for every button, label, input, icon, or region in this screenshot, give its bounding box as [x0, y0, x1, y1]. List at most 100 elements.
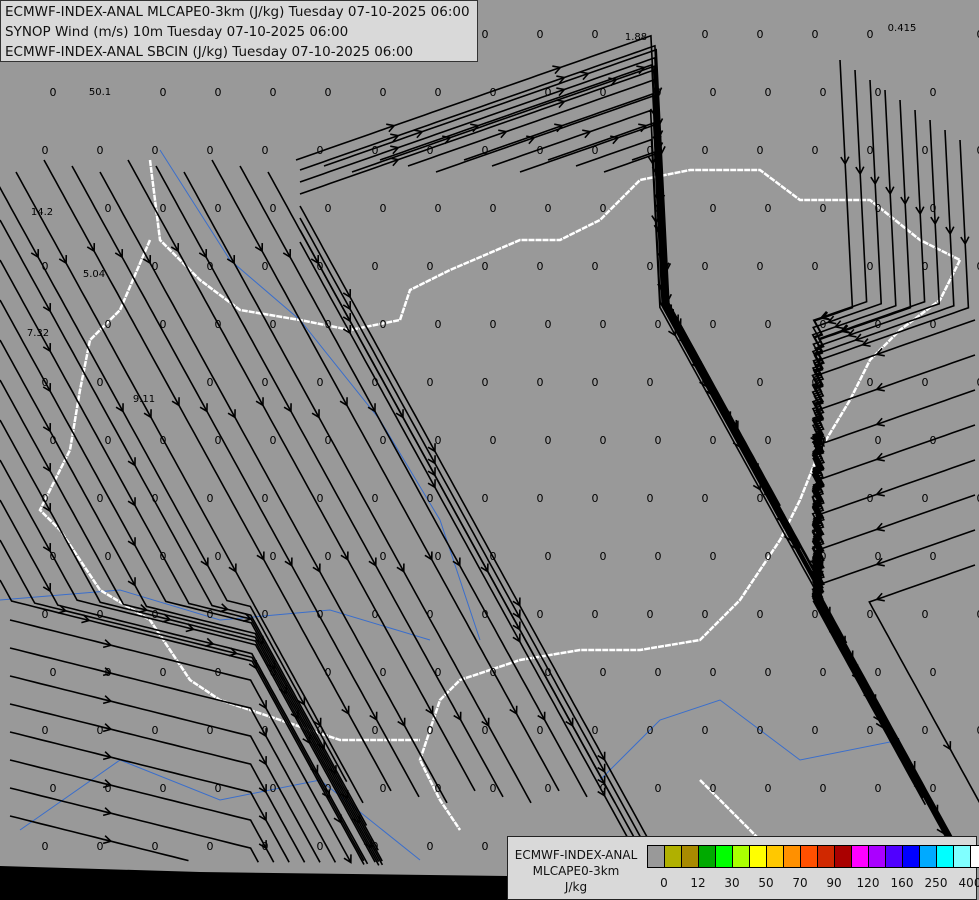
value-label: 0 [757, 144, 764, 157]
value-label: 0 [160, 202, 167, 215]
value-label: 0 [710, 202, 717, 215]
value-label: 0 [867, 724, 874, 737]
value-label: 0 [647, 144, 654, 157]
value-label: 0 [710, 434, 717, 447]
arrowhead-icon [258, 840, 267, 850]
value-label: 0 [42, 608, 49, 621]
arrowhead-icon [390, 145, 400, 155]
value-label: 0 [160, 318, 167, 331]
arrowhead-icon [258, 700, 267, 710]
arrowhead-icon [875, 417, 885, 427]
value-label: 0 [545, 202, 552, 215]
country-border [148, 159, 961, 332]
value-label: 0 [655, 782, 662, 795]
arrowhead-icon [162, 613, 172, 623]
arrowhead-icon [42, 583, 52, 593]
value-label: 0 [215, 86, 222, 99]
arrowhead-icon [668, 327, 677, 337]
streamline [299, 217, 648, 850]
streamline [0, 259, 379, 851]
value-label: 0 [757, 376, 764, 389]
value-label: 0 [152, 724, 159, 737]
value-label: 0 [922, 608, 929, 621]
value-label: 0 [380, 202, 387, 215]
value-label: 0 [262, 260, 269, 273]
arrowhead-icon [653, 224, 664, 234]
arrowhead-icon [414, 129, 424, 139]
arrowhead-icon [885, 186, 895, 196]
value-label: 0 [152, 840, 159, 853]
value-label: 0 [490, 202, 497, 215]
value-label: 0 [600, 434, 607, 447]
value-label: 0 [105, 666, 112, 679]
arrowhead-icon [427, 443, 436, 453]
value-label: 0 [977, 260, 979, 273]
legend-swatch [903, 846, 920, 867]
value-label: 0 [482, 840, 489, 853]
value-label-nonzero: 0.415 [888, 23, 917, 34]
arrowhead-icon [851, 671, 860, 681]
value-label: 0 [875, 202, 882, 215]
value-label: 0 [977, 608, 979, 621]
streamline [0, 579, 365, 865]
value-label: 0 [820, 202, 827, 215]
value-label: 0 [867, 144, 874, 157]
value-label: 0 [97, 492, 104, 505]
legend-tick-label: 12 [690, 876, 706, 890]
value-label: 0 [867, 260, 874, 273]
arrowhead-icon [102, 695, 113, 705]
arrowhead-icon [255, 397, 264, 407]
streamline [811, 424, 976, 864]
value-label: 0 [42, 840, 49, 853]
legend-swatch [699, 846, 716, 867]
value-label: 0 [702, 28, 709, 41]
arrowhead-icon [170, 243, 180, 253]
legend-tick-label: 250 [924, 876, 948, 890]
arrowhead-icon [127, 577, 136, 587]
arrowhead-icon [340, 551, 349, 561]
value-label: 0 [97, 724, 104, 737]
value-label: 0 [930, 86, 937, 99]
arrowhead-icon [312, 563, 321, 573]
value-label: 0 [160, 550, 167, 563]
value-label: 0 [545, 434, 552, 447]
arrowhead-icon [840, 324, 850, 334]
value-label: 0 [317, 376, 324, 389]
arrowhead-icon [42, 423, 52, 433]
streamline [99, 171, 448, 804]
value-label: 0 [105, 318, 112, 331]
value-label: 0 [702, 144, 709, 157]
streamline [811, 459, 976, 866]
country-border [418, 259, 962, 831]
value-label: 0 [372, 724, 379, 737]
value-label: 0 [647, 724, 654, 737]
arrowhead-icon [219, 603, 230, 613]
river [599, 699, 901, 781]
arrowhead-icon [282, 249, 292, 259]
value-label: 0 [372, 144, 379, 157]
value-label: 0 [325, 318, 332, 331]
streamline [811, 89, 897, 630]
value-label: 0 [490, 550, 497, 563]
value-label: 0 [42, 260, 49, 273]
value-label: 0 [545, 550, 552, 563]
arrowhead-icon [670, 314, 679, 324]
value-label: 0 [152, 608, 159, 621]
arrowhead-icon [341, 705, 350, 716]
value-label: 0 [490, 666, 497, 679]
arrowhead-icon [138, 603, 149, 614]
arrowhead-icon [597, 775, 606, 786]
value-label: 0 [482, 608, 489, 621]
value-label: 0 [105, 550, 112, 563]
arrowhead-icon [636, 65, 646, 75]
value-label: 0 [435, 318, 442, 331]
value-label: 0 [765, 434, 772, 447]
arrowhead-icon [386, 123, 396, 133]
value-label: 0 [482, 28, 489, 41]
value-label: 0 [867, 608, 874, 621]
value-label: 0 [262, 840, 269, 853]
value-label: 0 [977, 376, 979, 389]
value-label: 0 [160, 782, 167, 795]
arrowhead-icon [342, 313, 352, 323]
